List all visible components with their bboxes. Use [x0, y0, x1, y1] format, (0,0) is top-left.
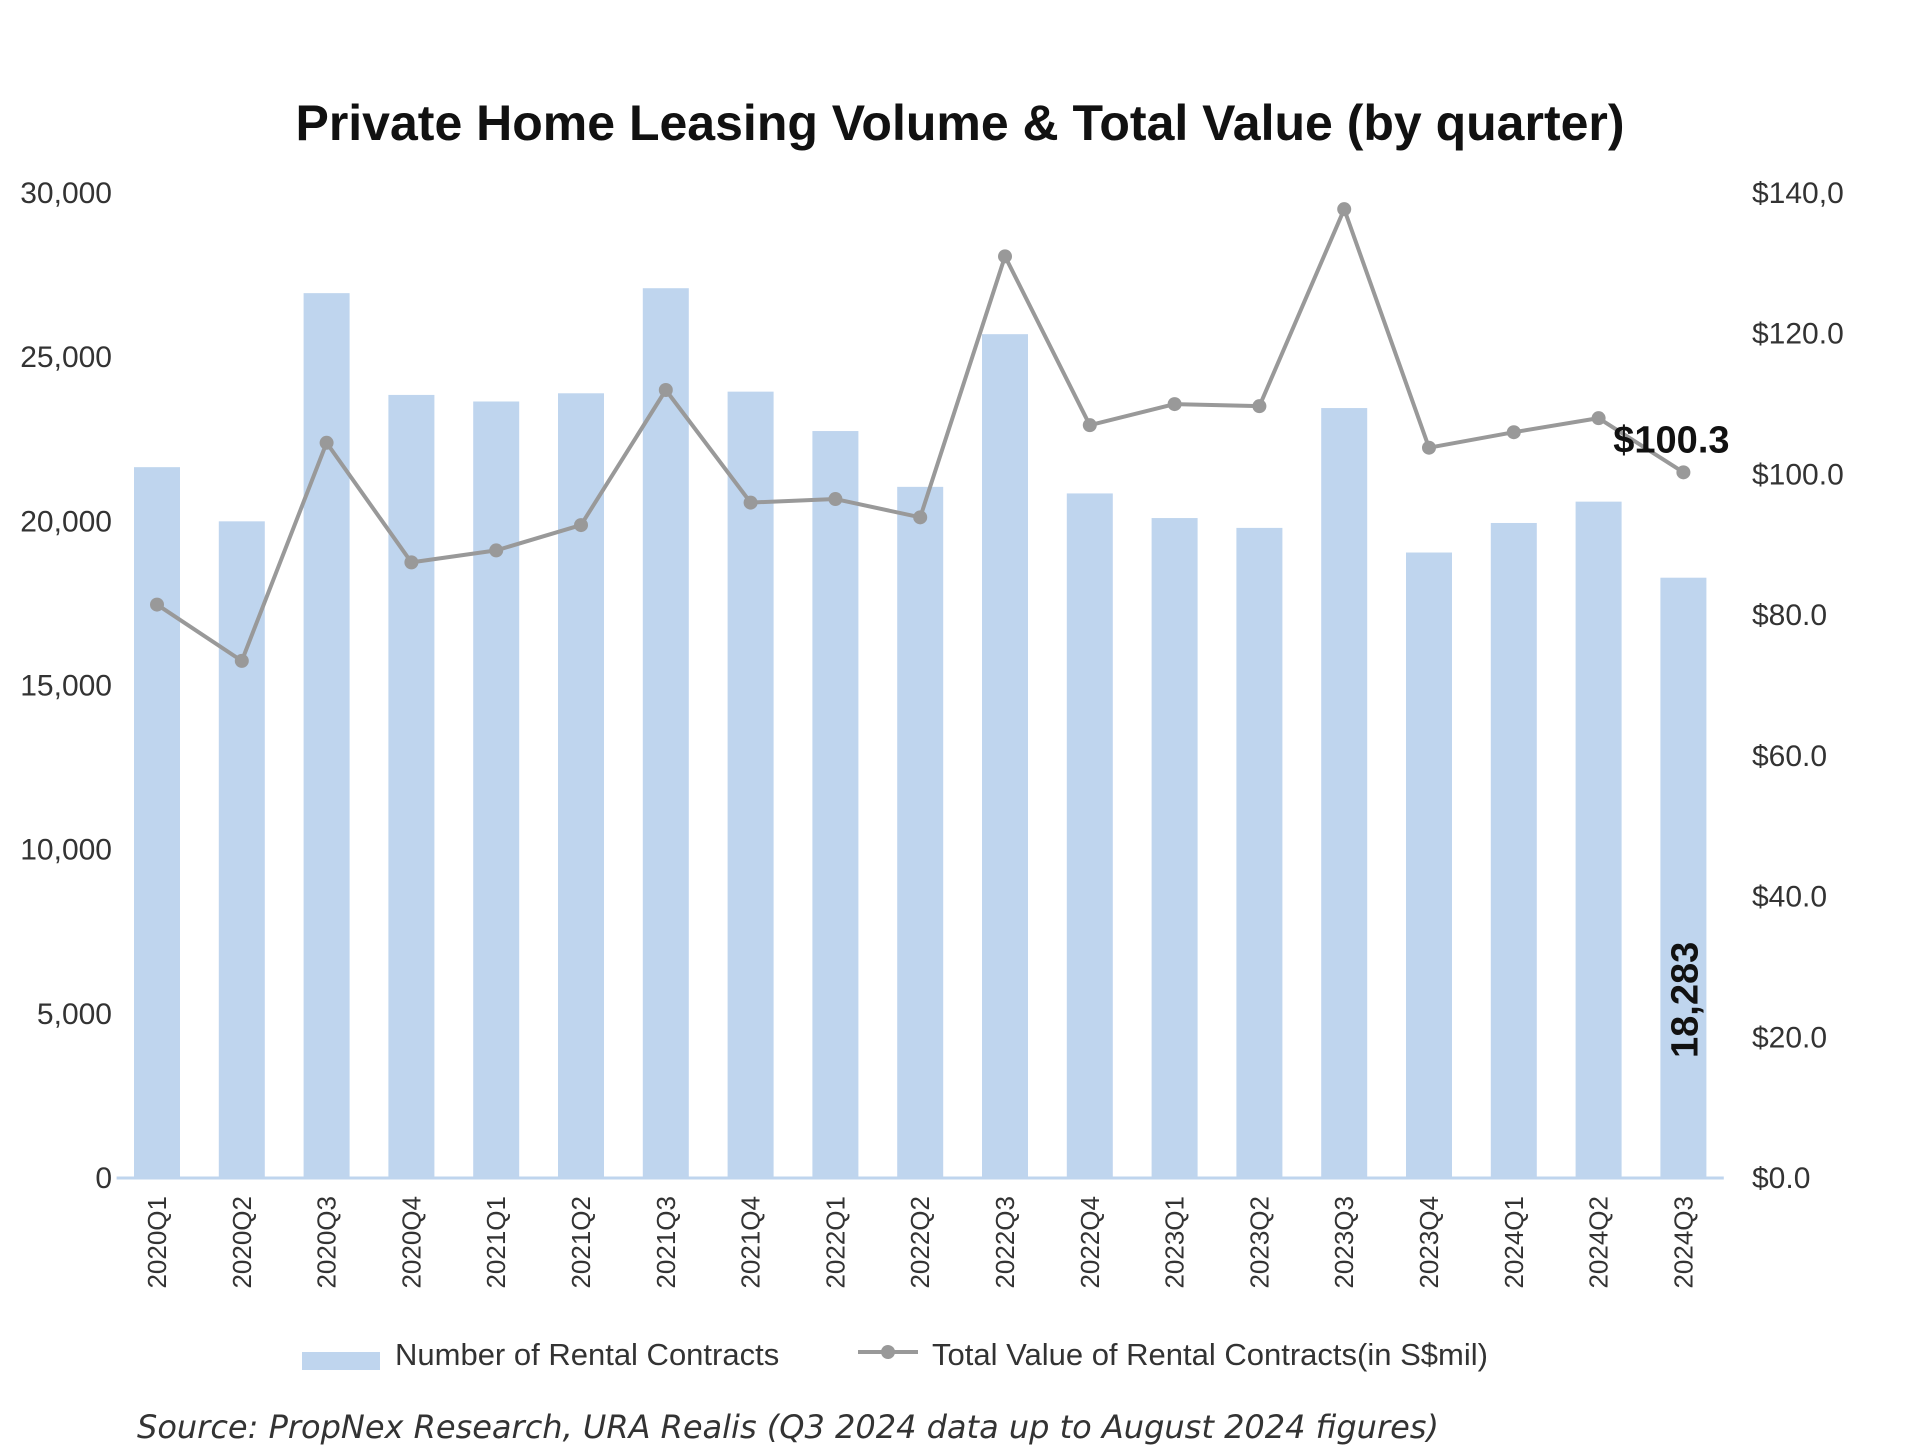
line-point-2022Q3	[998, 249, 1012, 264]
line-point-2023Q4	[1422, 440, 1436, 455]
legend-bar-swatch	[302, 1352, 380, 1370]
bar-2022Q2	[897, 486, 944, 1178]
bar-2022Q1	[812, 431, 859, 1179]
bar-2024Q2	[1575, 501, 1622, 1179]
category-label: 2021Q4	[736, 1196, 766, 1289]
right-tick-label: $120.0	[1752, 318, 1844, 351]
line-point-2021Q3	[658, 383, 673, 397]
right-tick-label: $140,0	[1752, 177, 1844, 210]
line-point-2024Q3	[1676, 465, 1691, 480]
bar-2023Q4	[1406, 552, 1452, 1178]
right-tick-label: $60.0	[1752, 740, 1827, 773]
category-label: 2020Q3	[312, 1196, 342, 1289]
left-tick-label: 20,000	[20, 505, 112, 538]
line-point-2023Q3	[1337, 202, 1352, 217]
bar-2020Q3	[303, 293, 350, 1178]
category-label: 2023Q3	[1329, 1196, 1359, 1289]
bar-2020Q4	[388, 394, 435, 1178]
right-tick-label: $80.0	[1752, 599, 1827, 632]
bar-2021Q4	[727, 391, 774, 1178]
category-label: 2022Q4	[1075, 1196, 1105, 1289]
bar-2021Q3	[642, 288, 689, 1178]
line-point-2022Q1	[828, 492, 843, 507]
bar-last-value-label: 18,283	[1664, 942, 1706, 1058]
category-label: 2023Q4	[1414, 1196, 1444, 1289]
category-label: 2024Q3	[1668, 1196, 1698, 1289]
left-axis-ticks: 0 5,000 10,000 15,000 20,000 25,000 30,000	[20, 177, 112, 1195]
line-point-2024Q2	[1591, 411, 1606, 426]
category-labels: 2020Q1 2020Q2 2020Q3 2020Q4 2021Q1 2021Q2 2021…	[142, 1196, 1698, 1289]
left-tick-label: 15,000	[20, 670, 112, 703]
legend-bar-label: Number of Rental Contracts	[395, 1337, 779, 1372]
category-label: 2021Q1	[481, 1196, 511, 1289]
category-label: 2020Q2	[227, 1196, 257, 1289]
line-point-2021Q1	[489, 543, 504, 558]
line-point-2024Q1	[1506, 425, 1521, 440]
legend: Number of Rental Contracts Total Value o…	[302, 1337, 1488, 1372]
line-point-2020Q2	[234, 653, 249, 668]
bar-2020Q2	[218, 521, 265, 1178]
category-label: 2024Q1	[1499, 1196, 1529, 1289]
line-point-2023Q1	[1167, 397, 1182, 412]
line-point-2021Q2	[574, 518, 588, 533]
annotations: $100.3 18,283	[1613, 419, 1729, 1058]
left-tick-label: 5,000	[37, 998, 112, 1031]
left-tick-label: 0	[95, 1162, 112, 1195]
bar-series	[134, 288, 1707, 1179]
line-point-2020Q4	[404, 555, 419, 570]
category-label: 2020Q1	[142, 1196, 172, 1289]
left-tick-label: 10,000	[20, 834, 112, 867]
line-point-2020Q1	[150, 597, 164, 612]
bar-2023Q2	[1236, 527, 1283, 1178]
right-tick-label: $0.0	[1752, 1162, 1810, 1195]
bar-2024Q3	[1660, 577, 1707, 1178]
category-label: 2020Q4	[396, 1196, 426, 1289]
category-label: 2021Q3	[651, 1196, 681, 1289]
line-point-2022Q2	[913, 510, 928, 525]
right-axis-ticks: $0.0 $20.0 $40.0 $60.0 $80.0 $100.0 $120.0 $140…	[1752, 177, 1844, 1195]
bar-2023Q1	[1151, 518, 1198, 1178]
left-tick-label: 25,000	[20, 341, 112, 374]
right-tick-label: $40.0	[1752, 881, 1827, 914]
bar-2021Q1	[473, 401, 520, 1178]
line-series	[150, 202, 1691, 668]
line-point-2022Q4	[1082, 418, 1097, 433]
bar-2022Q4	[1066, 493, 1113, 1178]
right-tick-label: $100.0	[1752, 458, 1844, 491]
bar-2020Q1	[134, 467, 180, 1178]
right-tick-label: $20.0	[1752, 1021, 1827, 1054]
category-label: 2023Q2	[1244, 1196, 1274, 1289]
bar-2021Q2	[558, 393, 604, 1178]
line-last-value-label: $100.3	[1613, 419, 1729, 461]
category-label: 2022Q1	[820, 1196, 850, 1289]
source-note: Source: PropNex Research, URA Realis (Q3…	[137, 1408, 1439, 1446]
category-label: 2021Q2	[566, 1196, 596, 1289]
legend-line-marker	[881, 1345, 895, 1359]
line-point-2023Q2	[1252, 399, 1267, 414]
line-point-2020Q3	[319, 435, 334, 450]
category-label: 2022Q2	[905, 1196, 935, 1289]
category-label: 2022Q3	[990, 1196, 1020, 1289]
left-tick-label: 30,000	[20, 177, 112, 210]
category-label: 2024Q2	[1584, 1196, 1614, 1289]
bar-2022Q3	[982, 334, 1028, 1178]
bar-2024Q1	[1490, 522, 1537, 1178]
category-label: 2023Q1	[1160, 1196, 1190, 1289]
chart-title: Private Home Leasing Volume & Total Valu…	[295, 95, 1624, 151]
legend-line-label: Total Value of Rental Contracts(in S$mil…	[932, 1337, 1488, 1372]
line-point-2021Q4	[743, 495, 758, 510]
bar-2023Q3	[1321, 408, 1368, 1178]
